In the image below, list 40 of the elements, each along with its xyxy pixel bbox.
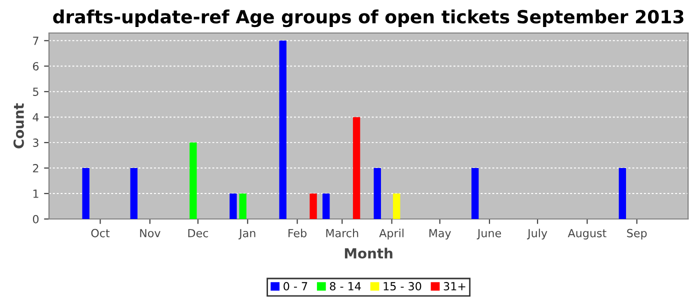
- bar: [130, 168, 138, 219]
- bar: [279, 40, 286, 219]
- x-tick-label: Sep: [627, 228, 647, 240]
- x-tick-label: Dec: [188, 229, 208, 238]
- y-tick-label: 6: [32, 62, 39, 71]
- x-axis-title: Month: [344, 248, 392, 259]
- bar: [392, 194, 400, 219]
- bar: [471, 168, 479, 219]
- y-tick-label: 2: [33, 164, 38, 172]
- bar: [82, 168, 90, 219]
- x-tick-label: Oct: [91, 228, 110, 238]
- legend-label: 15 - 30: [384, 282, 422, 290]
- x-tick-label: March: [326, 228, 358, 238]
- bar: [190, 142, 197, 219]
- x-tick-label: June: [476, 229, 501, 240]
- y-tick-label: 4: [32, 113, 39, 122]
- legend-label: 31+: [444, 282, 466, 290]
- chart-title: drafts-update-ref Age groups of open tickets September 2013: [53, 10, 684, 28]
- x-tick-label: May: [429, 229, 451, 240]
- x-tick-label: July: [526, 228, 548, 240]
- x-tick-label: Feb: [288, 228, 306, 238]
- x-tick-label: April: [379, 228, 404, 240]
- legend-label: 8 - 14: [330, 282, 361, 290]
- bar: [322, 194, 330, 219]
- x-tick-label: Jan: [238, 229, 256, 240]
- legend-label: 0 - 7: [284, 282, 308, 290]
- bar: [618, 168, 626, 219]
- bar: [352, 117, 360, 219]
- x-tick-label: Nov: [140, 229, 160, 238]
- bar: [374, 168, 381, 219]
- x-tick-label: August: [568, 229, 606, 240]
- y-tick-label: 1: [33, 190, 38, 198]
- y-tick-label: 7: [33, 36, 38, 45]
- y-axis-title: Count: [13, 103, 24, 148]
- y-tick-label: 0: [32, 214, 39, 224]
- y-tick-label: 5: [33, 88, 38, 96]
- y-tick-label: 3: [33, 138, 38, 147]
- bar: [310, 194, 317, 219]
- bar: [230, 194, 237, 219]
- bar: [239, 194, 246, 219]
